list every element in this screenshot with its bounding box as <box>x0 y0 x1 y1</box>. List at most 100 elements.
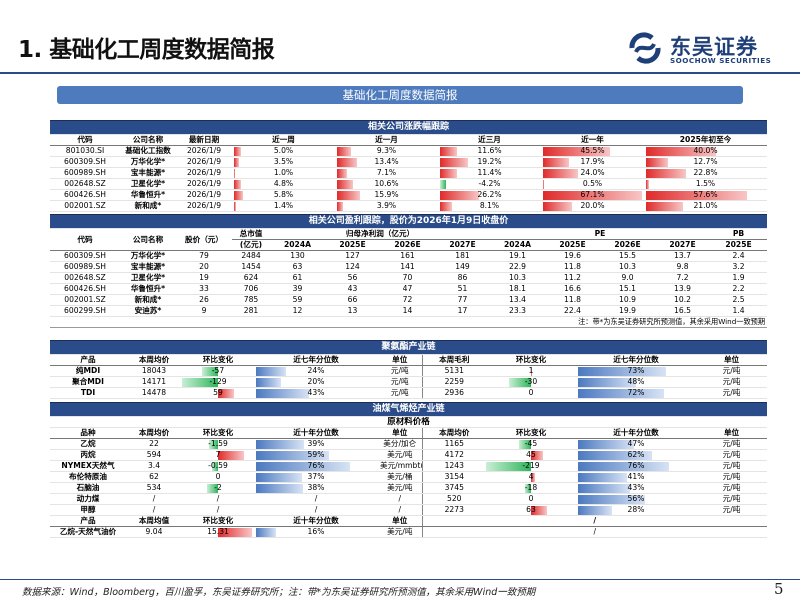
table-cell: 5.8% <box>232 189 335 201</box>
change-bar <box>531 506 547 515</box>
table-cell: 7 <box>182 449 254 461</box>
table-cell: / <box>126 504 182 516</box>
table-cell: 41% <box>576 471 696 483</box>
cell-value: 7.1% <box>376 168 397 177</box>
cell-value: 13.4% <box>374 157 399 166</box>
column-header: 公司名称 <box>120 134 176 146</box>
cell-value: 1 <box>528 366 534 375</box>
table-cell: 13.9 <box>655 283 710 295</box>
cell-value: 10.6% <box>374 179 399 188</box>
column-header: 股价（元） <box>176 228 232 251</box>
column-header: 2025E <box>710 239 768 251</box>
column-header: 2027E <box>655 239 710 251</box>
table-cell: 59% <box>254 449 378 461</box>
table-cell: / <box>254 504 378 516</box>
cell-value: -219 <box>522 461 540 470</box>
cell-value: 57.6% <box>693 190 718 199</box>
cell-value: 62% <box>627 450 645 459</box>
cell-value: 4.8% <box>273 179 294 188</box>
soochow-logo-icon <box>629 32 661 64</box>
table-cell: 美元/桶 <box>378 471 422 483</box>
table-cell: 520 <box>421 493 486 505</box>
table-cell: 181 <box>435 250 490 262</box>
cell-value: 63 <box>526 505 536 514</box>
column-header: 近七年分位数 <box>576 354 696 366</box>
cell-value: 21.0% <box>693 201 718 210</box>
table-cell: 卫星化学* <box>120 178 176 190</box>
table-cell: 2026/1/9 <box>176 178 232 190</box>
table-cell: 624 <box>232 272 270 284</box>
section-subtitle: 原材料价格 <box>50 416 768 428</box>
table-cell: 002001.SZ <box>50 200 120 212</box>
logo-english-name: SOOCHOW SECURITIES <box>670 56 772 65</box>
table-note: 注：带*为东吴证券研究所预测值，其余采用Wind一致预期 <box>50 316 768 328</box>
column-header: (亿元) <box>232 239 270 251</box>
change-bar <box>543 147 610 156</box>
table-cell: 2936 <box>421 387 486 399</box>
table-cell: 16.6 <box>545 283 600 295</box>
table-cell: 002648.SZ <box>50 178 120 190</box>
table-row: 纯MDI 18043 -57 24% 元/吨 5131 1 73% 元/吨 <box>50 365 768 377</box>
change-bar <box>440 202 452 211</box>
cell-value: 76% <box>627 461 645 470</box>
table-cell: 17.9% <box>541 156 644 168</box>
percentile-bar <box>578 495 646 504</box>
table-cell: 1.0% <box>232 167 335 179</box>
table-cell: 万华化学* <box>120 250 176 262</box>
column-header: 本周均价 <box>126 427 182 439</box>
earnings-table: 相关公司盈利跟踪，股价为2026年1月9日收盘价 代码 公司名称 股价（元） 总… <box>50 214 768 328</box>
cell-value: 15.31 <box>207 527 229 536</box>
table-cell: 华鲁恒升* <box>120 283 176 295</box>
table-cell: 15.1 <box>600 283 655 295</box>
table-cell: 38% <box>254 482 378 494</box>
table-cell: 51 <box>435 283 490 295</box>
table-row: 600299.SH 安迪苏* 9 281 12 13 14 17 23.3 22.4 19.9 16.… <box>50 305 768 317</box>
cell-value: 28% <box>627 505 645 514</box>
table-cell: 45 <box>486 449 576 461</box>
table-cell: 130 <box>270 250 325 262</box>
table-cell: 1.9 <box>710 272 768 284</box>
table-cell: 元/吨 <box>696 471 768 483</box>
table-cell: 281 <box>232 305 270 317</box>
change-bar <box>234 202 237 211</box>
cell-value: 1.4% <box>273 201 294 210</box>
footer-rule <box>0 579 800 580</box>
table-cell: 5131 <box>421 365 486 377</box>
cell-value: -2 <box>214 483 222 492</box>
table-cell: 67.1% <box>541 189 644 201</box>
column-header: PE <box>490 228 710 240</box>
page-number: 5 <box>774 580 784 598</box>
change-bar <box>508 378 531 387</box>
percentile-bar <box>256 389 310 398</box>
cell-value: 47% <box>627 439 645 448</box>
table-cell: 元/吨 <box>696 376 768 388</box>
table-cell: 600309.SH <box>50 250 120 262</box>
percentile-bar <box>256 462 351 471</box>
percentile-bar <box>256 451 330 460</box>
change-bar <box>646 202 683 211</box>
table-cell: 2026/1/9 <box>176 167 232 179</box>
table-cell: 72 <box>380 294 435 306</box>
table-cell: 元/吨 <box>696 504 768 516</box>
percentile-bar <box>256 440 305 449</box>
table-cell: 86 <box>435 272 490 284</box>
table-cell: -129 <box>182 376 254 388</box>
table-cell: 14 <box>380 305 435 317</box>
cell-value: 43% <box>627 483 645 492</box>
table-row: 600309.SH 万华化学* 79 2484 130 127 161 181 19.1 19.6… <box>50 250 768 262</box>
table-cell: 1.4% <box>232 200 335 212</box>
cell-value: 24.0% <box>580 168 605 177</box>
table-cell: 124 <box>325 261 380 273</box>
table-cell: 12.7% <box>644 156 768 168</box>
table-cell: 127 <box>325 250 380 262</box>
table-cell: 安迪苏* <box>120 305 176 317</box>
change-bar <box>208 440 218 449</box>
table-cell: 002001.SZ <box>50 294 120 306</box>
table-cell: 10.6% <box>335 178 438 190</box>
table-cell: 1454 <box>232 261 270 273</box>
percentile-bar <box>256 484 304 493</box>
table-cell: 22.9 <box>490 261 545 273</box>
column-header: 2027E <box>435 239 490 251</box>
table-row: 聚合MDI 14171 -129 20% 元/吨 2259 -30 48% 元/吨 <box>50 376 768 388</box>
table-cell: 11.4% <box>438 167 541 179</box>
